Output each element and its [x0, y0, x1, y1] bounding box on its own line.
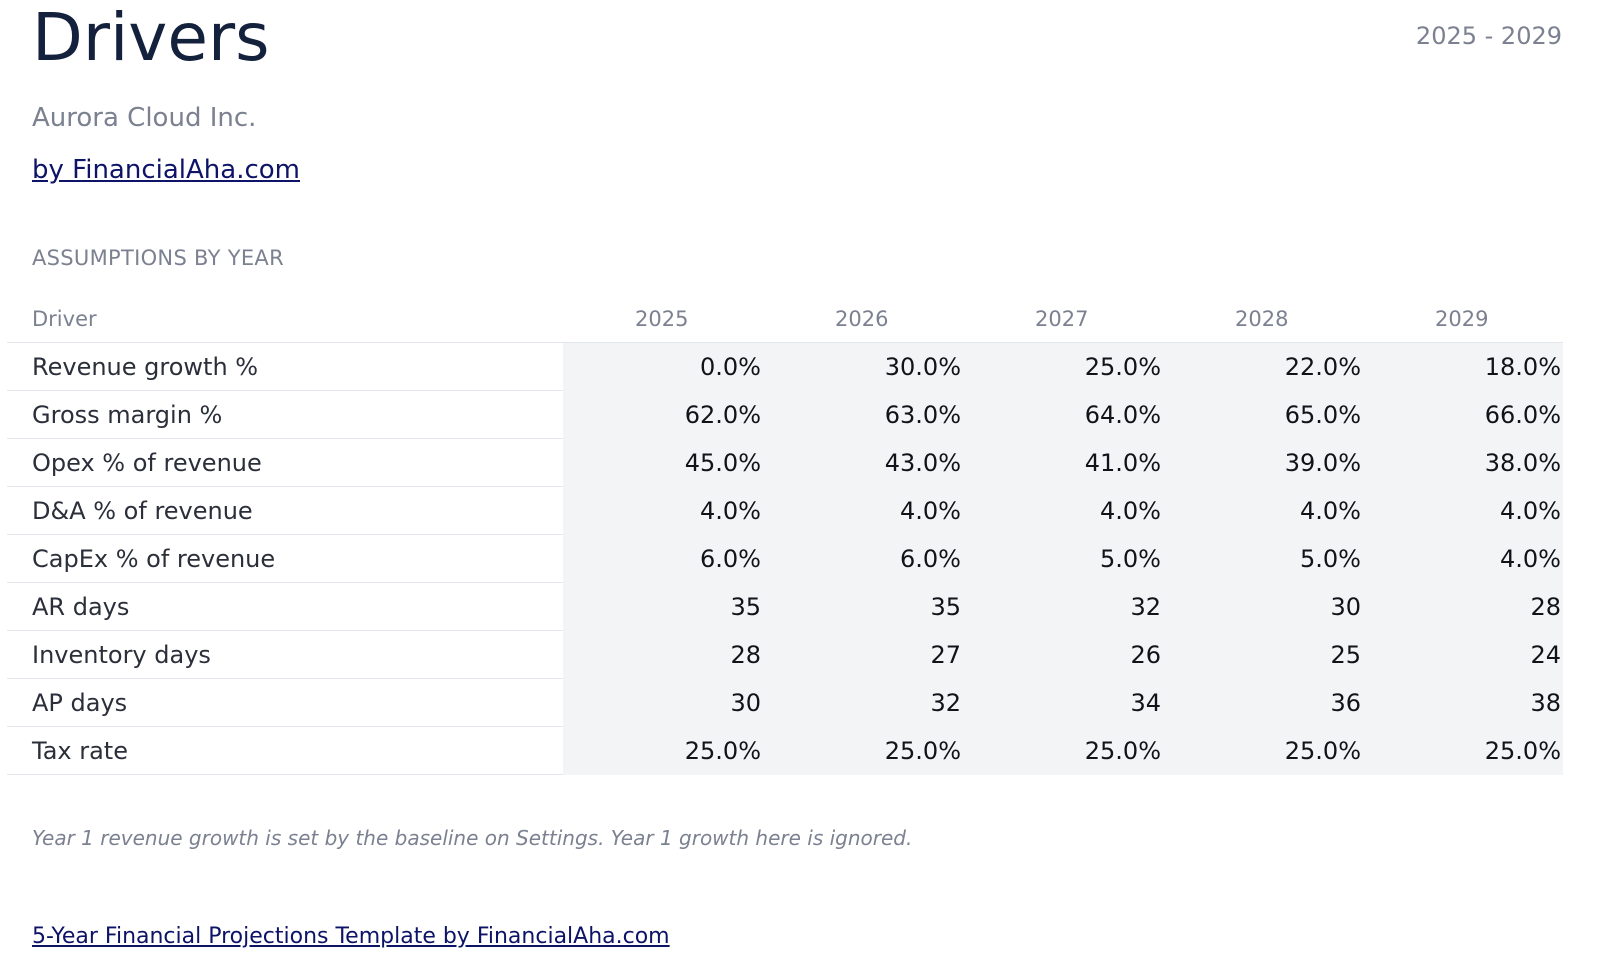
- driver-label: Inventory days: [7, 630, 563, 679]
- driver-value-cell[interactable]: 25.0%: [963, 726, 1163, 775]
- driver-value-cell[interactable]: 28: [1363, 582, 1563, 631]
- table-row: CapEx % of revenue 6.0% 6.0% 5.0% 5.0% 4…: [7, 534, 1563, 583]
- driver-value-cell[interactable]: 6.0%: [763, 534, 963, 583]
- driver-value-cell[interactable]: 25.0%: [563, 726, 763, 775]
- driver-value-cell[interactable]: 4.0%: [1163, 486, 1363, 535]
- section-label: ASSUMPTIONS BY YEAR: [32, 246, 284, 270]
- assumptions-table: Driver 2025 2026 2027 2028 2029 Revenue …: [7, 296, 1563, 775]
- table-row: Revenue growth % 0.0% 30.0% 25.0% 22.0% …: [7, 342, 1563, 391]
- table-row: Tax rate 25.0% 25.0% 25.0% 25.0% 25.0%: [7, 726, 1563, 775]
- driver-label: D&A % of revenue: [7, 486, 563, 535]
- byline-link[interactable]: by FinancialAha.com: [32, 155, 300, 185]
- table-row: AR days 35 35 32 30 28: [7, 582, 1563, 631]
- driver-value-cell[interactable]: 43.0%: [763, 438, 963, 487]
- driver-value-cell[interactable]: 26: [963, 630, 1163, 679]
- table-row: Inventory days 28 27 26 25 24: [7, 630, 1563, 679]
- driver-value-cell[interactable]: 32: [763, 678, 963, 727]
- table-row: D&A % of revenue 4.0% 4.0% 4.0% 4.0% 4.0…: [7, 486, 1563, 535]
- period-range: 2025 - 2029: [1415, 22, 1562, 50]
- driver-value-cell[interactable]: 35: [563, 582, 763, 631]
- driver-value-cell[interactable]: 65.0%: [1163, 390, 1363, 439]
- driver-label: AR days: [7, 582, 563, 631]
- driver-value-cell[interactable]: 62.0%: [563, 390, 763, 439]
- driver-value-cell[interactable]: 35: [763, 582, 963, 631]
- driver-label: AP days: [7, 678, 563, 727]
- year-column-header: 2025: [563, 296, 763, 343]
- page-title: Drivers: [32, 0, 270, 76]
- driver-label: Gross margin %: [7, 390, 563, 439]
- driver-value-cell[interactable]: 41.0%: [963, 438, 1163, 487]
- table-row: AP days 30 32 34 36 38: [7, 678, 1563, 727]
- driver-label: Opex % of revenue: [7, 438, 563, 487]
- year-column-header: 2026: [763, 296, 963, 343]
- driver-value-cell[interactable]: 5.0%: [1163, 534, 1363, 583]
- driver-value-cell[interactable]: 22.0%: [1163, 342, 1363, 391]
- driver-value-cell[interactable]: 39.0%: [1163, 438, 1363, 487]
- driver-value-cell[interactable]: 45.0%: [563, 438, 763, 487]
- year-column-header: 2029: [1363, 296, 1563, 343]
- driver-value-cell[interactable]: 25.0%: [963, 342, 1163, 391]
- driver-value-cell[interactable]: 5.0%: [963, 534, 1163, 583]
- driver-value-cell[interactable]: 36: [1163, 678, 1363, 727]
- driver-value-cell[interactable]: 25.0%: [763, 726, 963, 775]
- driver-label: CapEx % of revenue: [7, 534, 563, 583]
- year-column-header: 2028: [1163, 296, 1363, 343]
- year-column-header: 2027: [963, 296, 1163, 343]
- footnote: Year 1 revenue growth is set by the base…: [32, 826, 913, 850]
- driver-value-cell[interactable]: 25: [1163, 630, 1363, 679]
- driver-value-cell[interactable]: 66.0%: [1363, 390, 1563, 439]
- driver-value-cell[interactable]: 63.0%: [763, 390, 963, 439]
- driver-value-cell[interactable]: 4.0%: [1363, 486, 1563, 535]
- driver-value-cell[interactable]: 27: [763, 630, 963, 679]
- driver-column-header: Driver: [7, 296, 563, 343]
- table-row: Opex % of revenue 45.0% 43.0% 41.0% 39.0…: [7, 438, 1563, 487]
- driver-value-cell[interactable]: 18.0%: [1363, 342, 1563, 391]
- driver-value-cell[interactable]: 28: [563, 630, 763, 679]
- driver-value-cell[interactable]: 4.0%: [563, 486, 763, 535]
- driver-value-cell[interactable]: 4.0%: [963, 486, 1163, 535]
- driver-value-cell[interactable]: 30: [1163, 582, 1363, 631]
- driver-value-cell[interactable]: 4.0%: [763, 486, 963, 535]
- driver-value-cell[interactable]: 38.0%: [1363, 438, 1563, 487]
- driver-value-cell[interactable]: 32: [963, 582, 1163, 631]
- company-name: Aurora Cloud Inc.: [32, 103, 257, 133]
- footer-template-link[interactable]: 5-Year Financial Projections Template by…: [32, 924, 670, 949]
- assumptions-table-wrapper: Driver 2025 2026 2027 2028 2029 Revenue …: [7, 296, 1563, 775]
- driver-value-cell[interactable]: 6.0%: [563, 534, 763, 583]
- driver-value-cell[interactable]: 30: [563, 678, 763, 727]
- table-header-row: Driver 2025 2026 2027 2028 2029: [7, 296, 1563, 343]
- driver-value-cell[interactable]: 30.0%: [763, 342, 963, 391]
- table-row: Gross margin % 62.0% 63.0% 64.0% 65.0% 6…: [7, 390, 1563, 439]
- driver-value-cell[interactable]: 0.0%: [563, 342, 763, 391]
- driver-value-cell[interactable]: 64.0%: [963, 390, 1163, 439]
- driver-value-cell[interactable]: 34: [963, 678, 1163, 727]
- driver-value-cell[interactable]: 24: [1363, 630, 1563, 679]
- driver-value-cell[interactable]: 4.0%: [1363, 534, 1563, 583]
- driver-value-cell[interactable]: 38: [1363, 678, 1563, 727]
- driver-value-cell[interactable]: 25.0%: [1163, 726, 1363, 775]
- driver-value-cell[interactable]: 25.0%: [1363, 726, 1563, 775]
- driver-label: Revenue growth %: [7, 342, 563, 391]
- driver-label: Tax rate: [7, 726, 563, 775]
